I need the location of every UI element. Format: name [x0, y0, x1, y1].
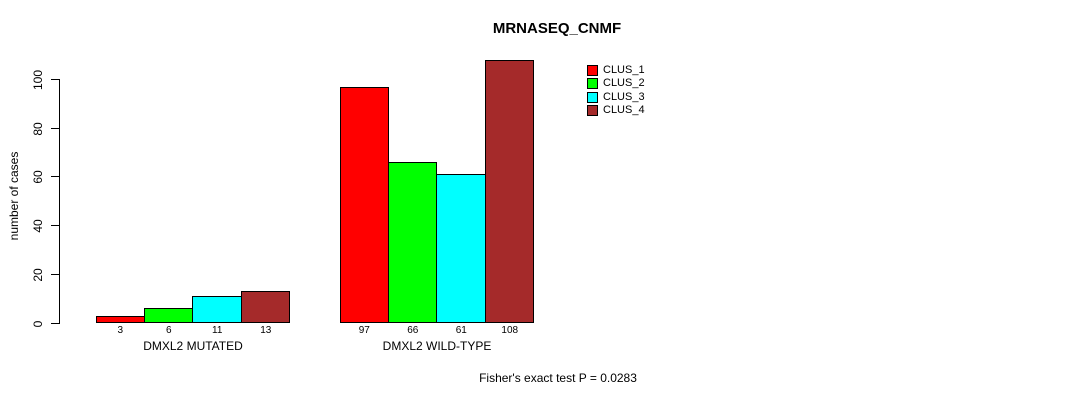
bar-clus_3: [436, 174, 486, 323]
y-axis-tick: [51, 225, 59, 226]
y-axis-tick: [51, 274, 59, 275]
bar-value-label: 11: [212, 325, 223, 336]
bar-clus_4: [241, 291, 290, 323]
legend-label: CLUS_4: [603, 104, 645, 116]
bar-clus_1: [96, 316, 145, 323]
y-axis-tick-label: 100: [31, 69, 45, 90]
legend-swatch-clus_2: [587, 78, 598, 89]
bar-value-label: 6: [165, 325, 172, 336]
y-axis-tick-label: 80: [31, 121, 45, 136]
legend-label: CLUS_1: [603, 64, 645, 76]
y-axis-tick: [51, 323, 59, 324]
group-label: DMXL2 WILD-TYPE: [382, 339, 492, 353]
y-axis-tick-label: 20: [31, 267, 45, 282]
bar-value-label: 97: [358, 325, 370, 336]
fisher-test-annotation: Fisher's exact test P = 0.0283: [479, 371, 637, 385]
legend-label: CLUS_2: [603, 77, 645, 89]
y-axis-tick: [51, 79, 59, 80]
bar-clus_4: [485, 60, 534, 323]
bar-value-label: 3: [117, 325, 124, 336]
y-axis-tick: [51, 176, 59, 177]
y-axis-line: [59, 79, 60, 324]
y-axis-title: number of cases: [7, 151, 21, 241]
y-axis-tick-label: 0: [31, 320, 45, 327]
legend-swatch-clus_3: [587, 92, 598, 103]
bar-clus_1: [340, 87, 389, 323]
bar-value-label: 108: [501, 325, 519, 336]
bar-value-label: 13: [260, 325, 272, 336]
y-axis-tick-label: 60: [31, 169, 45, 184]
bar-clus_3: [192, 296, 242, 323]
group-label: DMXL2 MUTATED: [143, 339, 243, 353]
bar-clus_2: [388, 162, 437, 323]
chart-title: MRNASEQ_CNMF: [492, 20, 622, 37]
y-axis-tick-label: 40: [31, 218, 45, 233]
bar-clus_2: [144, 308, 193, 323]
legend-label: CLUS_3: [603, 91, 645, 103]
y-axis-tick: [51, 128, 59, 129]
legend-swatch-clus_4: [587, 105, 598, 116]
bar-value-label: 61: [455, 325, 467, 336]
bar-value-label: 66: [407, 325, 419, 336]
legend-swatch-clus_1: [587, 65, 598, 76]
